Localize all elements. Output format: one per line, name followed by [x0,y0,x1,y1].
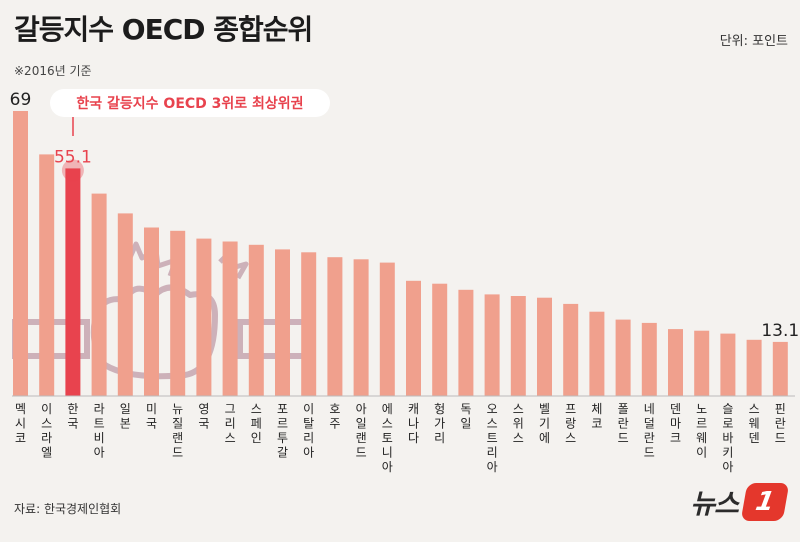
bar [13,111,28,396]
bar [379,262,395,396]
bar [668,329,683,396]
chart-subtitle: ※2016년 기준 [14,64,92,78]
bar [746,339,762,396]
bar [91,193,107,396]
bar [537,297,552,396]
bar [170,230,186,396]
bar [39,154,55,396]
news1-logo: 뉴스 1 [690,482,790,521]
bar [694,330,710,396]
data-label: 69 [10,90,32,110]
bar [248,244,264,396]
source-note: 자료: 한국경제인협회 [14,502,122,516]
bar-highlight [65,168,81,396]
bar [615,319,631,396]
watermark-illustration [12,241,315,380]
bar [301,252,317,396]
data-label: 13.1 [761,321,799,341]
bar [484,294,500,396]
logo-badge-text: 1 [753,486,777,517]
bar [327,257,343,396]
bar [772,341,788,396]
bar [641,322,657,396]
callout-box [50,89,330,117]
bar [720,333,736,396]
highlight-callout: 한국 갈등지수 OECD 3위로 최상위권 [50,89,330,136]
bar [432,283,448,396]
bar [117,213,133,396]
bar [563,303,579,396]
bar [589,311,605,396]
logo-text: 뉴스 [690,489,739,520]
bar [406,280,421,396]
bar [144,227,159,396]
bar [353,259,369,396]
bar [275,249,290,396]
bar [222,241,238,396]
bar [510,296,526,396]
unit-label: 단위: 포인트 [719,34,788,49]
chart-title: 갈등지수 OECD 종합순위 [14,13,313,46]
callout-text: 한국 갈등지수 OECD 3위로 최상위권 [76,96,303,112]
highlight-marker [61,159,84,182]
data-label: 55.1 [54,147,92,167]
logo-badge: 1 [740,482,790,521]
bar [196,238,212,396]
bar [458,289,474,396]
